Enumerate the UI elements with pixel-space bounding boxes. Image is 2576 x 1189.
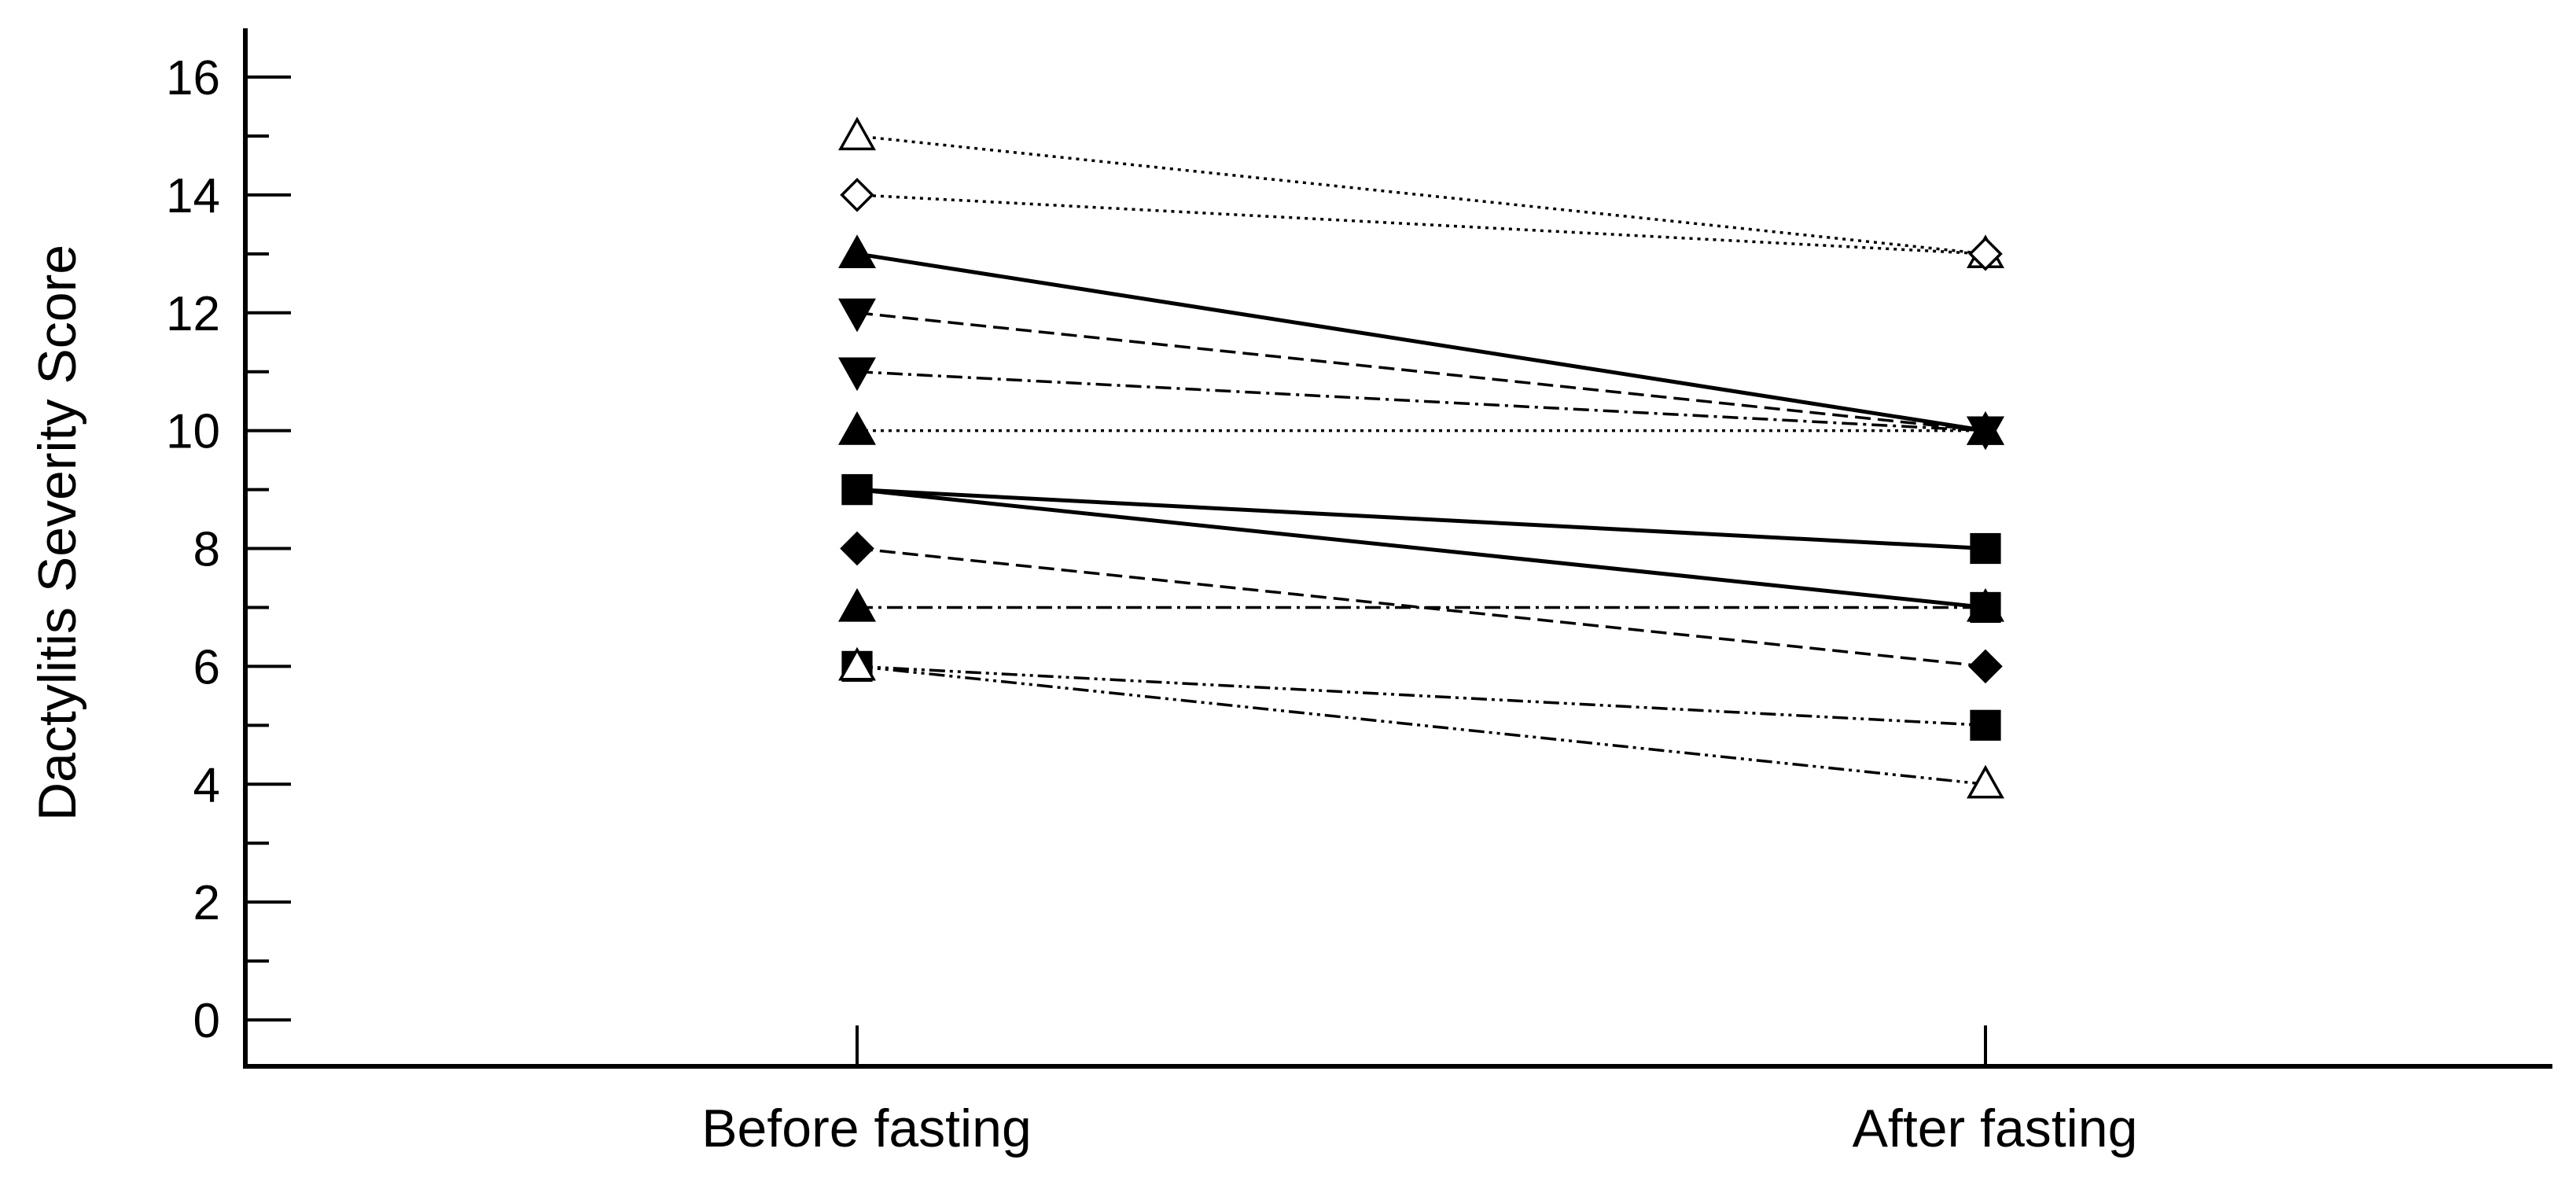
series-line-7 [856,488,1986,550]
labels-layer: 0 2 4 6 8 10 12 14 16 Before fasting After fasting… [28,51,2137,1158]
series-6-marker-after [1967,411,2004,445]
axes-layer [243,28,2552,1069]
series-line-1 [856,134,1986,256]
series-12-marker-before [838,646,876,681]
series-line-2 [856,193,1986,256]
series-markers-layer [838,116,2004,799]
series-6-marker-before [838,411,876,445]
series-9-marker-after [1968,649,2003,684]
y-axis-title: Dactylitis Severity Score [28,245,87,821]
series-2-marker-before [840,178,874,212]
series-10-marker-before [838,587,876,622]
x-category-label: Before fasting [701,1099,1032,1158]
series-5-marker-before [838,357,876,392]
x-category-label: After fasting [1853,1099,2138,1158]
y-tick-label: 14 [166,169,220,223]
series-line-8 [856,488,1986,609]
y-tick-label: 6 [193,640,220,694]
series-line-4 [856,311,1986,433]
series-10-marker-after [1967,587,2004,622]
y-tick-label: 0 [193,994,220,1048]
series-11-marker-after [1970,709,2001,741]
y-tick-label: 12 [166,287,220,341]
series-2-marker-after [1968,237,2003,271]
series-line-12 [856,664,1986,786]
series-lines-layer [856,134,1986,786]
series-1-marker-before [838,116,876,151]
y-tick-label: 2 [193,876,220,930]
y-tick-label: 4 [193,758,220,812]
series-4-marker-before [838,298,876,333]
series-3-marker-before [838,234,876,268]
series-7-marker-after [1970,532,2001,565]
series-line-11 [856,664,1986,727]
series-line-3 [856,252,1986,433]
series-line-5 [856,370,1986,433]
series-12-marker-after [1967,764,2004,799]
series-9-marker-before [840,531,874,566]
series-8-marker-before [841,473,873,506]
y-tick-label: 16 [166,51,220,105]
series-line-9 [856,547,1986,668]
y-tick-label: 10 [166,405,220,459]
y-tick-label: 8 [193,523,220,577]
